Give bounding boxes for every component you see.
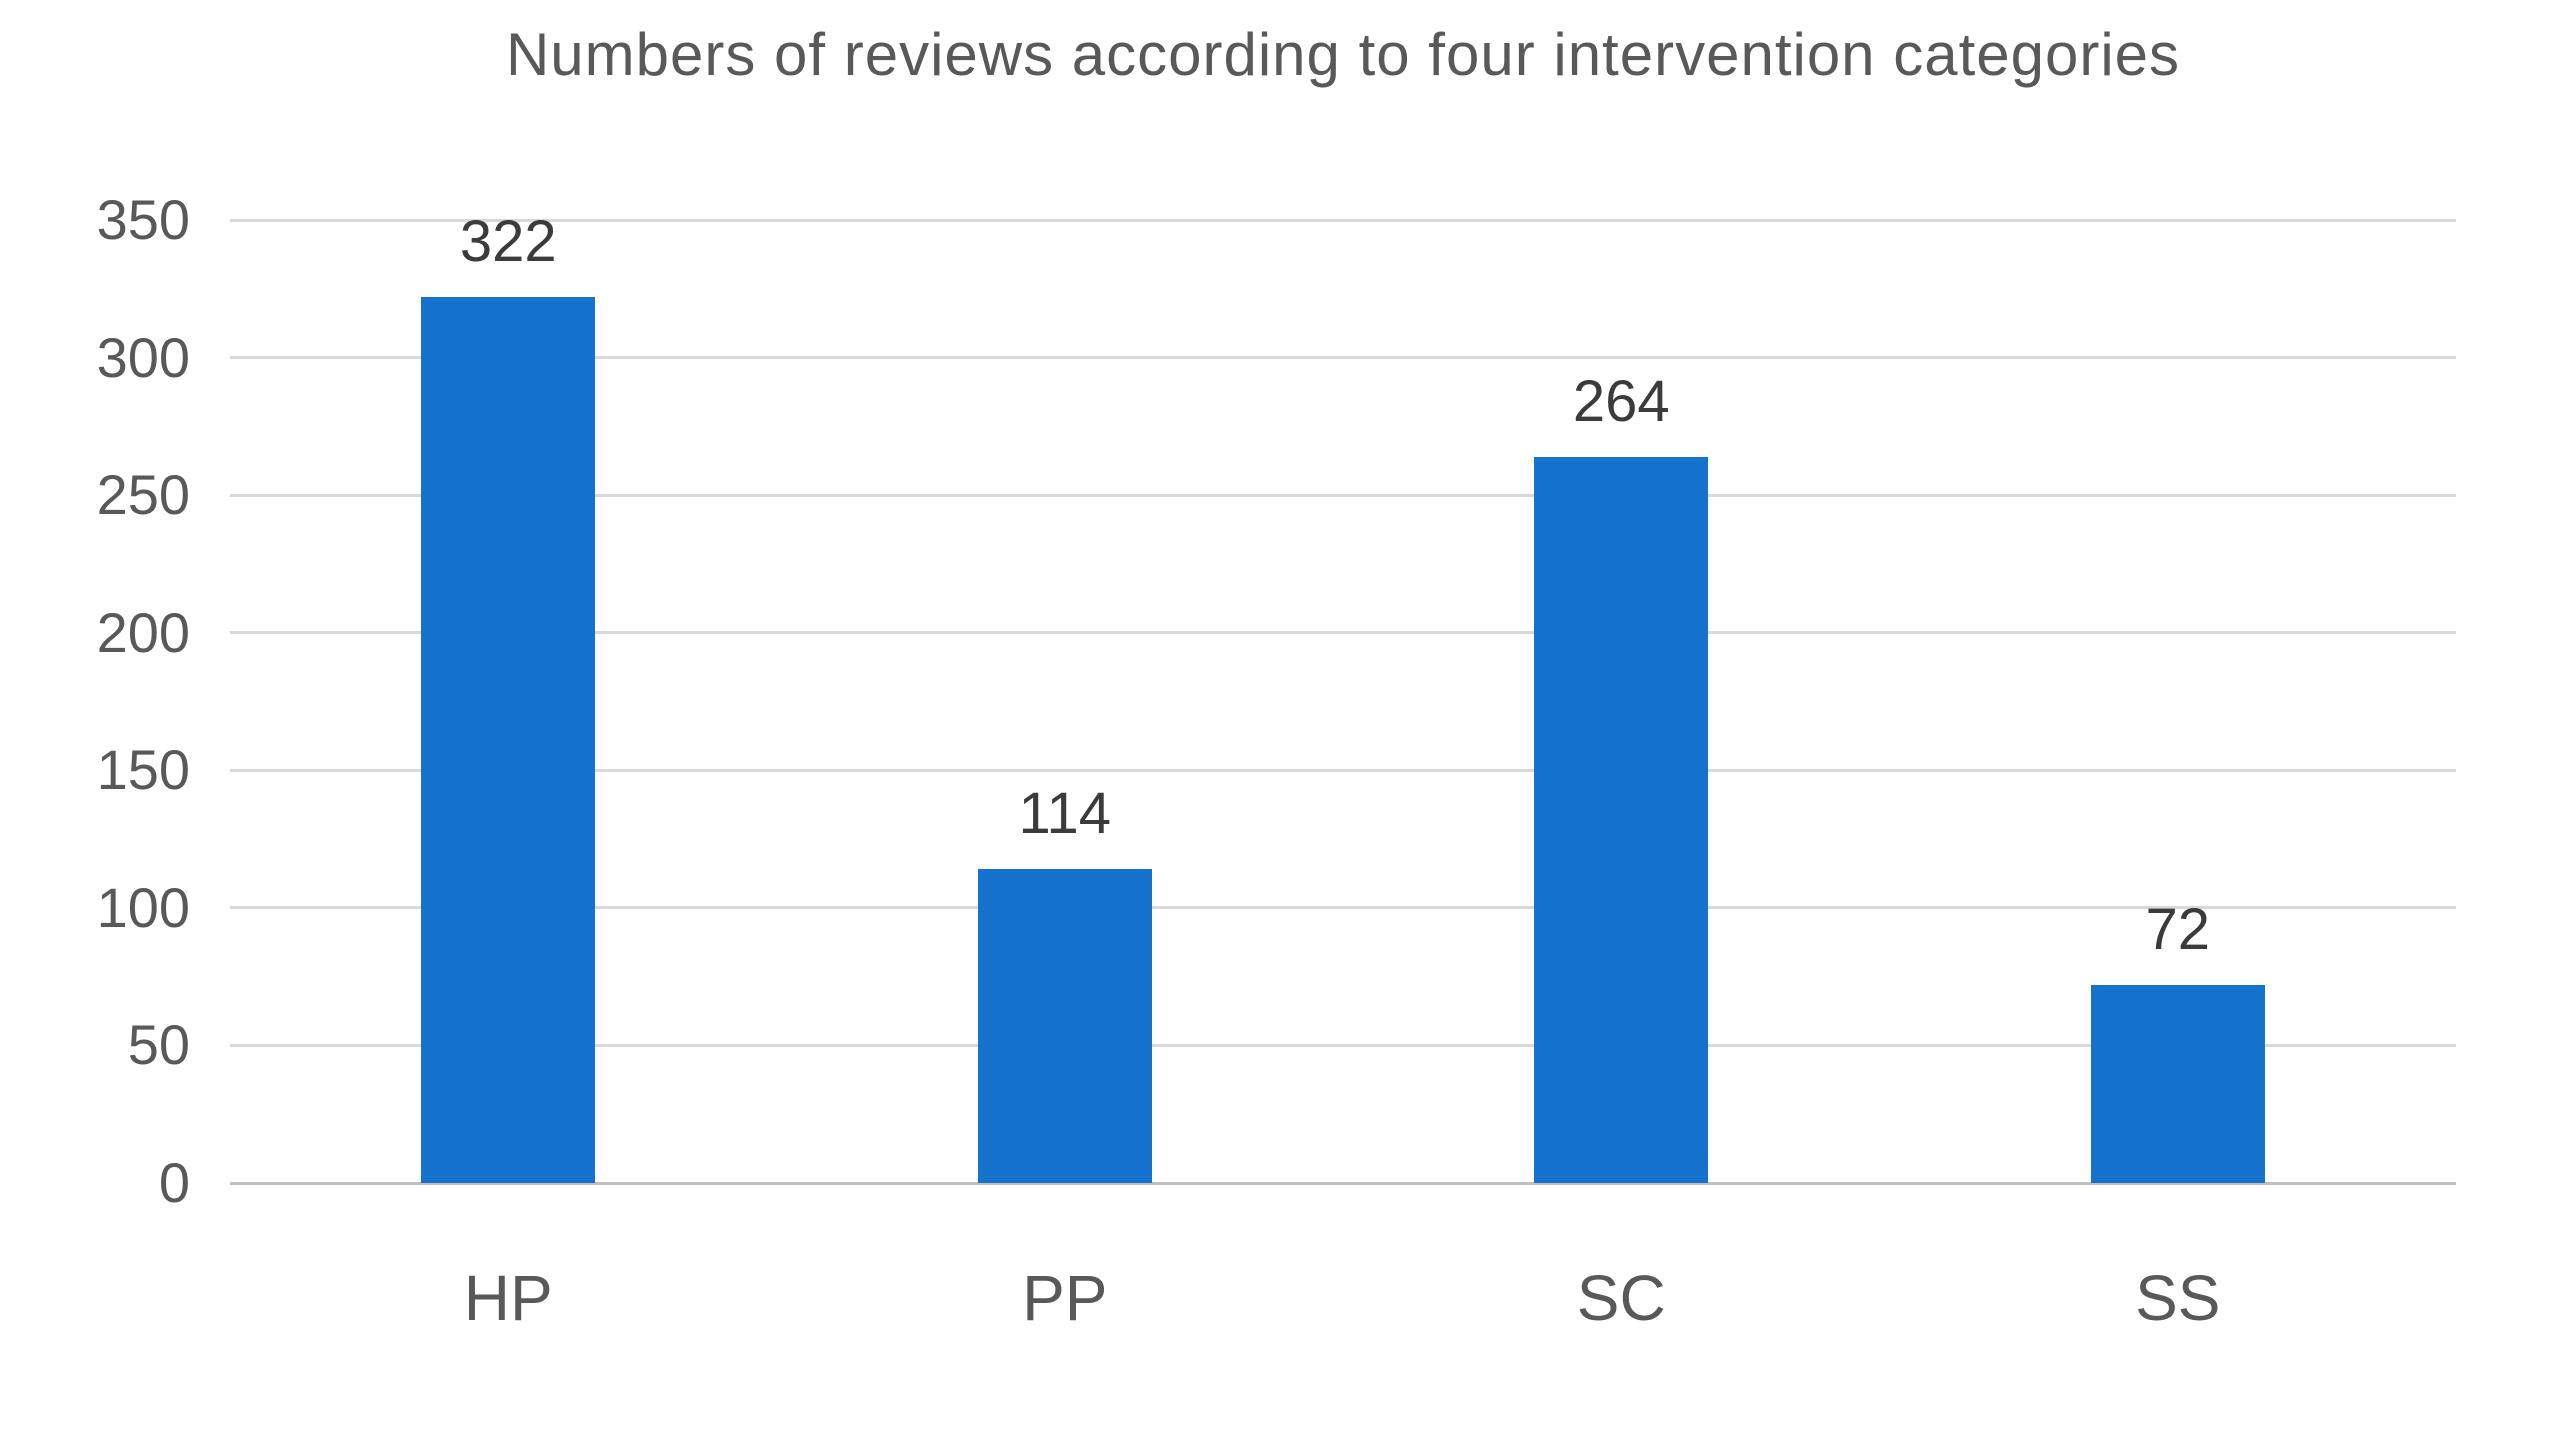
value-label-hp: 322 bbox=[459, 209, 557, 275]
y-tick-label: 50 bbox=[127, 1013, 190, 1077]
y-tick-label: 250 bbox=[96, 463, 190, 527]
y-tick-label: 0 bbox=[158, 1151, 190, 1214]
value-label-sc: 264 bbox=[1572, 368, 1670, 434]
x-axis-label-hp: HP bbox=[463, 1262, 553, 1334]
gridline bbox=[230, 631, 2456, 635]
x-axis-label-ss: SS bbox=[2135, 1262, 2221, 1334]
x-axis-label-pp: PP bbox=[1022, 1262, 1108, 1334]
bar-ss bbox=[2090, 984, 2265, 1183]
gridline bbox=[230, 356, 2456, 360]
value-label-ss: 72 bbox=[2145, 896, 2210, 962]
chart-title: Numbers of reviews according to four int… bbox=[505, 21, 2181, 88]
value-label-pp: 114 bbox=[1018, 781, 1111, 847]
x-axis-line bbox=[230, 1181, 2456, 1185]
x-axis-label-sc: SC bbox=[1576, 1262, 1666, 1334]
y-tick-label: 350 bbox=[96, 188, 190, 251]
gridline bbox=[230, 906, 2456, 910]
y-tick-label: 300 bbox=[96, 325, 190, 389]
bar-hp bbox=[421, 297, 596, 1183]
gridline bbox=[230, 1043, 2456, 1047]
y-tick-label: 100 bbox=[96, 875, 190, 939]
gridline bbox=[230, 218, 2456, 222]
gridline bbox=[230, 768, 2456, 772]
bar-sc bbox=[1534, 456, 1709, 1183]
plot-area: 322 HP 114 PP 264 SC 72 SS bbox=[230, 212, 2456, 1331]
bar-pp bbox=[977, 869, 1152, 1183]
y-tick-label: 200 bbox=[96, 600, 190, 664]
gridline bbox=[230, 493, 2456, 497]
y-tick-label: 150 bbox=[96, 738, 190, 802]
